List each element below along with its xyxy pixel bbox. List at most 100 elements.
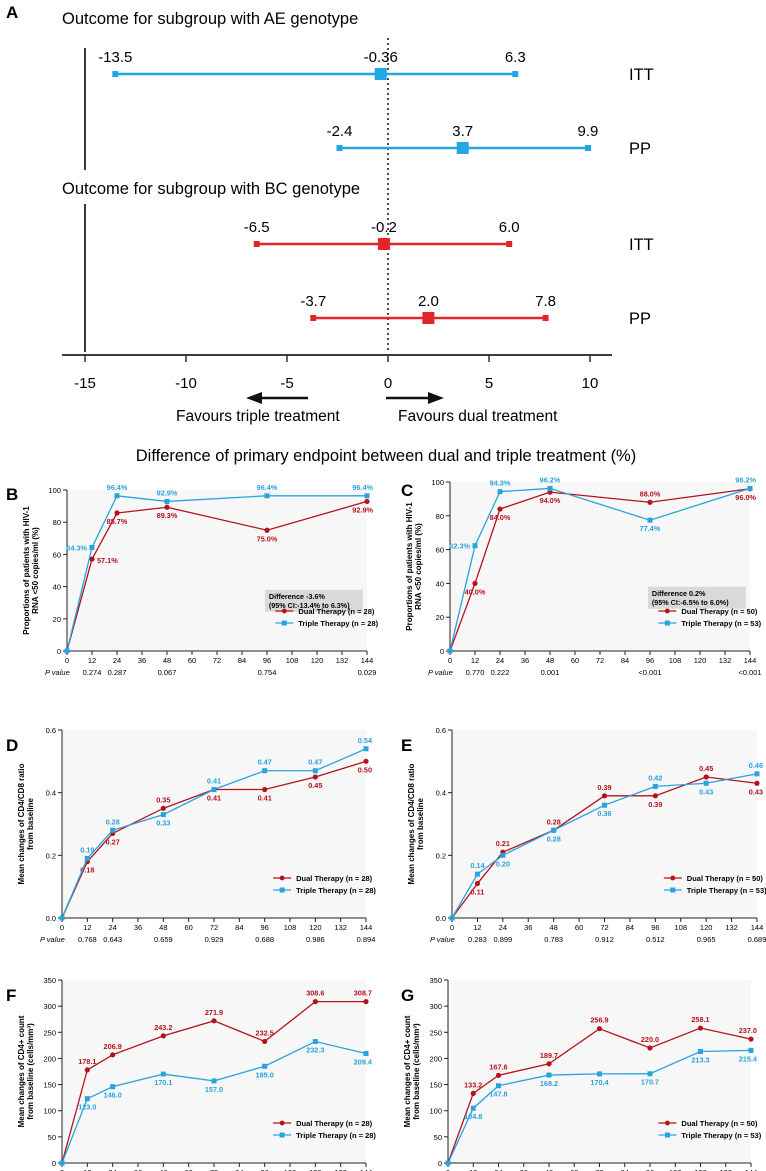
x-tick-label: 60 [575, 923, 583, 932]
p-value: 0.283 [468, 935, 487, 944]
data-point-triple [547, 485, 553, 491]
data-point-dual [363, 758, 369, 764]
data-label-dual: 232.5 [256, 1028, 274, 1037]
data-label-triple: 170.7 [641, 1078, 659, 1087]
line-chart-d: D 0.0 0.2 0.4 0.6 0 12 24 36 48 60 72 84 96 108 120 132 1… [6, 726, 376, 944]
x-tick-label: 48 [163, 656, 171, 665]
x-tick-label: 108 [284, 1168, 297, 1171]
data-label-dual: 40.0% [465, 587, 486, 596]
forest-x-tick-label: 5 [485, 375, 493, 392]
data-label-triple: 62.3% [449, 542, 470, 551]
y-tick-label: 250 [43, 1028, 56, 1037]
y-tick-label: 250 [429, 1028, 442, 1037]
p-value: <0.001 [638, 668, 661, 677]
x-tick-label: 144 [751, 923, 764, 932]
x-tick-label: 132 [719, 1168, 732, 1171]
forest-estimate-label: 3.7 [452, 123, 473, 140]
x-tick-label: 120 [694, 656, 707, 665]
x-tick-label: 0 [60, 1168, 64, 1171]
x-tick-label: 84 [621, 1168, 629, 1171]
y-tick-label: 20 [53, 615, 61, 624]
x-tick-label: 24 [499, 923, 507, 932]
legend-label-dual: Dual Therapy (n = 50) [681, 607, 758, 616]
series-line-triple [447, 1049, 752, 1164]
series-line-dual [66, 500, 368, 652]
x-tick-label: 36 [134, 923, 142, 932]
data-label-dual: 243.2 [154, 1023, 172, 1032]
p-value-label: P value [430, 935, 455, 944]
forest-ci-low-label: -6.5 [244, 219, 270, 236]
data-label-triple: 0.46 [749, 761, 763, 770]
forest-x-axis-title: Difference of primary endpoint between d… [136, 447, 636, 465]
data-label-triple: 0.42 [648, 773, 662, 782]
legend-marker-dual [279, 1120, 285, 1126]
x-tick-label: 132 [334, 1168, 347, 1171]
y-tick-label: 0 [438, 1159, 442, 1168]
data-point-triple [364, 493, 370, 499]
data-point-triple [472, 543, 478, 549]
data-label-triple: 213.3 [691, 1055, 709, 1064]
data-point-dual [495, 1072, 502, 1078]
plot-background [452, 730, 757, 918]
data-point-dual [703, 774, 709, 780]
forest-ci-high-cap [584, 145, 591, 151]
x-tick-label: 0 [446, 1168, 450, 1171]
data-label-triple: 64.3% [66, 543, 87, 552]
data-label-triple: 96.4% [257, 483, 278, 492]
data-point-triple [64, 648, 70, 654]
favours-left-arrow-head [246, 392, 262, 404]
x-tick-label: 12 [83, 923, 91, 932]
p-value: 0.899 [493, 935, 512, 944]
x-tick-label: 48 [546, 656, 554, 665]
y-tick-label: 150 [43, 1081, 56, 1090]
series-line-dual [61, 1000, 367, 1164]
legend-marker-dual [664, 608, 670, 614]
data-point-dual [312, 999, 318, 1005]
p-value: 0.783 [544, 935, 563, 944]
legend-marker-dual [279, 875, 285, 881]
data-point-dual [647, 499, 653, 505]
x-tick-label: 24 [494, 1168, 502, 1171]
x-tick-label: 144 [361, 656, 374, 665]
x-tick-label: 108 [669, 656, 682, 665]
data-point-dual [110, 1052, 116, 1058]
y-axis-label: Proportions of patients with HIV-1 [405, 502, 414, 631]
y-tick-label: 20 [436, 613, 444, 622]
forest-ci-low-cap [253, 241, 260, 247]
line-chart-b: B 0 20 40 60 80 100 0 12 24 36 48 60 72 84 96 108 120 132 1… [6, 483, 379, 677]
data-point-triple [84, 855, 90, 861]
data-label-triple: 170.4 [590, 1078, 609, 1087]
data-label-triple: 0.14 [470, 861, 485, 870]
data-point-dual [160, 1033, 166, 1039]
forest-ci-low-label: -3.7 [300, 293, 326, 310]
data-label-dual: 178.1 [78, 1057, 96, 1066]
data-point-triple [602, 802, 607, 808]
y-tick-label: 0.2 [46, 851, 56, 860]
x-tick-label: 96 [651, 923, 659, 932]
forest-row-label: PP [629, 310, 651, 328]
p-value: 0.643 [103, 935, 122, 944]
line-chart-e: E 0.0 0.2 0.4 0.6 0 12 24 36 48 60 72 84 96 108 120 132 1… [401, 726, 766, 944]
data-point-triple [59, 915, 65, 921]
data-label-triple: 0.28 [106, 817, 120, 826]
p-value: 0.754 [258, 668, 277, 677]
legend-marker-triple [664, 620, 670, 626]
favours-left-label: Favours triple treatment [176, 408, 340, 425]
data-label-dual: 0.50 [358, 765, 372, 774]
panel-letter-d: D [6, 736, 18, 755]
legend-label-triple: Triple Therapy (n = 28) [298, 619, 378, 628]
x-tick-label: 132 [719, 656, 732, 665]
data-label-dual: 0.45 [699, 764, 713, 773]
forest-estimate-marker [377, 238, 390, 250]
x-tick-label: 36 [524, 923, 532, 932]
series-line-dual [447, 1027, 752, 1164]
data-label-triple: 0.54 [358, 736, 373, 745]
x-tick-label: 48 [545, 1168, 553, 1171]
p-value: 0.912 [595, 935, 614, 944]
panel-letter-g: G [401, 986, 414, 1005]
data-label-dual: 96.0% [735, 493, 756, 502]
p-value: 0.770 [466, 668, 485, 677]
x-tick-label: 108 [284, 923, 297, 932]
data-label-triple: 94.3% [490, 479, 511, 488]
x-tick-label: 84 [621, 656, 629, 665]
